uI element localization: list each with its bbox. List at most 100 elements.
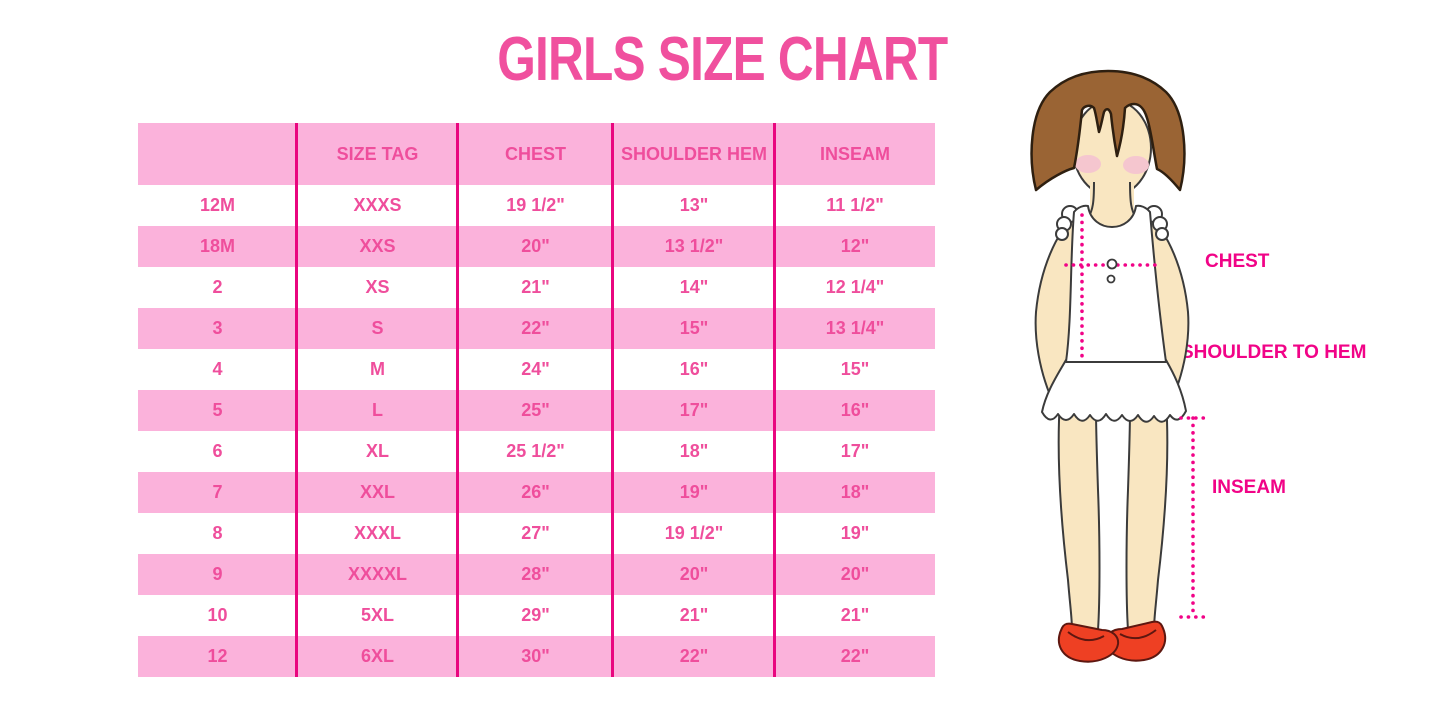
table-cell: 22" — [840, 646, 870, 666]
girl-ruffle — [1155, 227, 1169, 241]
table-cell: 22" — [679, 646, 709, 666]
table-cell: 2 — [212, 277, 223, 297]
table-cell: 24" — [521, 359, 550, 379]
column-divider — [456, 123, 459, 677]
table-cell: XS — [365, 277, 390, 297]
table-cell: SIZE TAG — [336, 143, 419, 164]
table-cell: CHEST — [504, 143, 566, 164]
girl-bottom-button — [1106, 274, 1116, 284]
table-row: 8 XXXL 27" 19 1/2" 19" — [138, 513, 935, 554]
table-cell: 3 — [212, 318, 223, 338]
table-row: 2 XS 21" 14" 12 1/4" — [138, 267, 935, 308]
table-cell: 8 — [212, 523, 223, 543]
table-cell: 21" — [521, 277, 550, 297]
shoulder-to-hem-measure-label: SHOULDER TO HEM — [1181, 342, 1367, 363]
girl-ruffle — [1055, 227, 1069, 241]
table-cell: 16" — [840, 400, 870, 420]
table-cell: 5XL — [360, 605, 394, 625]
table-cell: 21" — [679, 605, 709, 625]
table-row: 4 M 24" 16" 15" — [138, 349, 935, 390]
table-cell: 17" — [679, 400, 709, 420]
table-cell: XXXXL — [347, 564, 408, 584]
table-cell: XXS — [359, 236, 396, 256]
girl-skirt — [1041, 359, 1187, 423]
column-divider — [295, 123, 298, 677]
table-cell: 15" — [840, 359, 870, 379]
girl-blush-right — [1123, 156, 1149, 174]
size-table: SIZE TAG CHEST SHOULDER HEM INSEAM 12M XXXS 19… — [138, 123, 935, 677]
table-cell: 25 1/2" — [506, 441, 565, 461]
table-cell: 12 1/4" — [825, 277, 885, 297]
table-row: 9 XXXXL 28" 20" 20" — [138, 554, 935, 595]
table-cell: 14" — [679, 277, 709, 297]
table-cell: 28" — [521, 564, 550, 584]
table-cell: 4 — [212, 359, 223, 379]
table-cell: 19 1/2" — [664, 523, 724, 543]
table-cell: 20" — [679, 564, 709, 584]
chest-measure-label: CHEST — [1205, 251, 1270, 272]
table-cell: 27" — [521, 523, 550, 543]
table-cell: 13" — [679, 195, 709, 215]
table-cell: 19" — [840, 523, 870, 543]
table-cell: 20" — [840, 564, 870, 584]
table-cell: 21" — [840, 605, 870, 625]
table-cell: 6 — [212, 441, 223, 461]
table-cell: 12 — [207, 646, 228, 666]
girl-top-button — [1106, 258, 1118, 270]
column-divider — [611, 123, 614, 677]
table-row: 18M XXS 20" 13 1/2" 12" — [138, 226, 935, 267]
table-cell: 20" — [521, 236, 550, 256]
table-cell: XXXL — [353, 523, 401, 543]
table-cell: 29" — [521, 605, 550, 625]
table-row: 12 6XL 30" 22" 22" — [138, 636, 935, 677]
table-row: 12M XXXS 19 1/2" 13" 11 1/2" — [138, 185, 935, 226]
table-cell: 9 — [212, 564, 223, 584]
table-cell: 10 — [207, 605, 228, 625]
table-cell: L — [372, 400, 383, 420]
girl-figure-illustration — [1030, 69, 1206, 663]
table-row: 5 L 25" 17" 16" — [138, 390, 935, 431]
table-cell: 7 — [212, 482, 223, 502]
girl-tank-top — [1065, 204, 1167, 363]
column-divider — [773, 123, 776, 677]
girl-blush-left — [1075, 155, 1101, 173]
table-row: 10 5XL 29" 21" 21" — [138, 595, 935, 636]
table-cell: XXL — [359, 482, 395, 502]
table-cell: 13 1/2" — [664, 236, 724, 256]
table-cell: 18M — [199, 236, 235, 256]
girl-leg-left — [1057, 398, 1101, 631]
table-header-row: SIZE TAG CHEST SHOULDER HEM INSEAM — [138, 123, 935, 185]
table-cell: 15" — [679, 318, 709, 338]
table-cell: 30" — [521, 646, 550, 666]
table-cell: INSEAM — [819, 143, 890, 164]
girl-shoe-left-strap — [1067, 631, 1105, 642]
inseam-measure-label: INSEAM — [1212, 477, 1286, 498]
table-cell: XXXS — [353, 195, 402, 215]
table-cell: 17" — [840, 441, 870, 461]
table-cell: 26" — [521, 482, 550, 502]
table-cell: 19" — [679, 482, 709, 502]
table-row: 3 S 22" 15" 13 1/4" — [138, 308, 935, 349]
girl-leg-right — [1125, 398, 1169, 631]
table-cell: S — [371, 318, 384, 338]
table-cell — [138, 123, 297, 185]
table-cell: 12M — [199, 195, 235, 215]
table-cell: 6XL — [360, 646, 394, 666]
table-cell: 13 1/4" — [825, 318, 885, 338]
table-cell: 18" — [679, 441, 709, 461]
table-cell: M — [370, 359, 385, 379]
table-cell: 5 — [212, 400, 223, 420]
table-row: 7 XXL 26" 19" 18" — [138, 472, 935, 513]
table-cell: 16" — [679, 359, 709, 379]
girl-hair — [1030, 69, 1186, 192]
table-cell: 22" — [521, 318, 550, 338]
table-cell: SHOULDER HEM — [620, 143, 767, 164]
table-cell: 18" — [840, 482, 870, 502]
table-cell: 25" — [521, 400, 550, 420]
page-title: GIRLS SIZE CHART — [497, 25, 948, 94]
girl-shoe-right-strap — [1119, 629, 1157, 640]
table-row: 6 XL 25 1/2" 18" 17" — [138, 431, 935, 472]
girl-shoe-left — [1057, 622, 1120, 663]
table-cell: 12" — [840, 236, 870, 256]
table-cell: 19 1/2" — [506, 195, 565, 215]
